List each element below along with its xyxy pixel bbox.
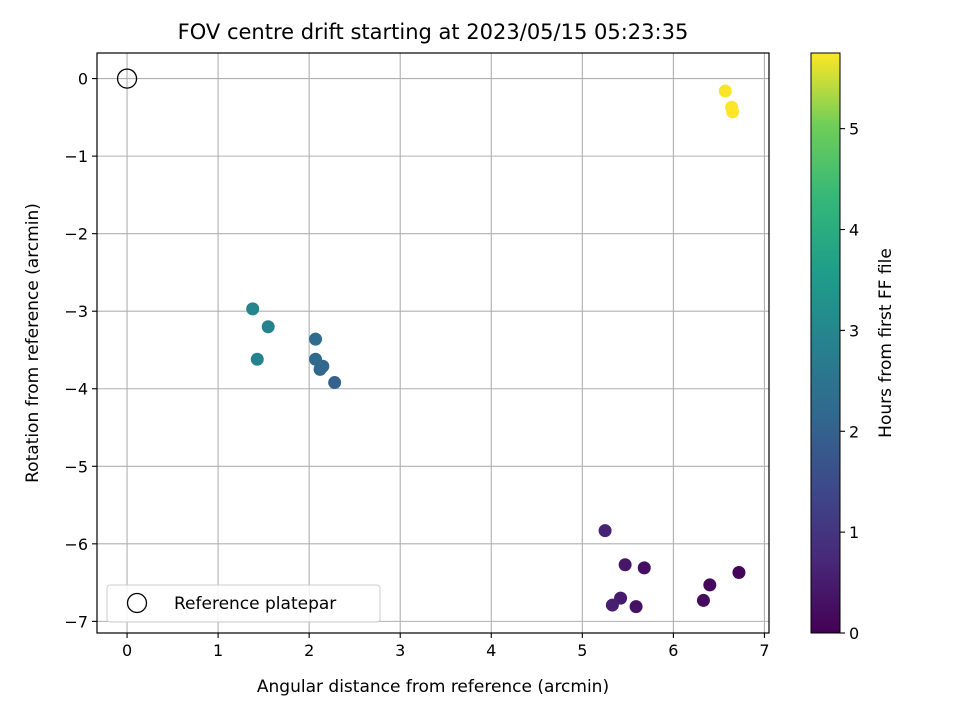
data-points (116, 68, 746, 614)
data-point (726, 105, 740, 119)
x-tick-label: 4 (486, 641, 496, 660)
x-tick-label: 5 (577, 641, 587, 660)
colorbar-tick-label: 2 (849, 422, 859, 441)
y-tick-label: −1 (64, 147, 88, 166)
colorbar-tick-label: 5 (849, 120, 859, 139)
y-tick-label: −6 (64, 535, 88, 554)
data-point (732, 566, 746, 580)
colorbar: 0 1 2 3 4 5 Hours from first FF file (810, 52, 896, 643)
y-axis-ticks: 0 −1 −2 −3 −4 −5 −6 −7 (64, 70, 97, 631)
y-tick-label: −4 (64, 380, 88, 399)
y-tick-label: −7 (64, 612, 88, 631)
data-point (629, 600, 643, 614)
x-tick-label: 7 (759, 641, 769, 660)
grid (97, 53, 769, 633)
colorbar-tick-label: 1 (849, 523, 859, 542)
colorbar-tick-label: 3 (849, 321, 859, 340)
data-point (328, 376, 342, 390)
legend-box (106, 584, 381, 623)
colorbar-ticks: 0 1 2 3 4 5 (840, 120, 859, 643)
colorbar-tick-label: 0 (849, 624, 859, 643)
legend-marker-reference (126, 592, 148, 614)
x-tick-label: 2 (304, 641, 314, 660)
data-point (637, 561, 651, 575)
x-tick-label: 3 (395, 641, 405, 660)
y-tick-label: −5 (64, 457, 88, 476)
legend: Reference platepar (106, 584, 381, 623)
data-point (703, 578, 717, 592)
chart-title: FOV centre drift starting at 2023/05/15 … (178, 20, 689, 44)
y-tick-label: 0 (78, 70, 88, 89)
x-tick-label: 6 (668, 641, 678, 660)
data-point (605, 598, 619, 612)
colorbar-gradient (810, 52, 841, 634)
colorbar-tick-label: 4 (849, 221, 859, 240)
y-axis-label: Rotation from reference (arcmin) (23, 203, 43, 483)
data-point (261, 320, 275, 334)
data-point (313, 362, 327, 376)
data-point (598, 524, 612, 538)
legend-entry-reference: Reference platepar (174, 594, 336, 614)
x-axis-ticks: 0 1 2 3 4 5 6 7 (122, 633, 770, 660)
x-tick-label: 1 (213, 641, 223, 660)
data-point (696, 593, 710, 607)
reference-point-marker (116, 68, 138, 89)
y-tick-label: −2 (64, 225, 88, 244)
x-axis-label: Angular distance from reference (arcmin) (257, 677, 609, 697)
data-point (309, 332, 323, 346)
y-tick-label: −3 (64, 302, 88, 321)
data-point (250, 352, 264, 366)
colorbar-label: Hours from first FF file (876, 248, 896, 438)
data-point (246, 302, 260, 316)
data-point (718, 84, 732, 98)
data-point (618, 558, 632, 572)
plot-area-frame (96, 52, 770, 634)
data-point (309, 352, 323, 366)
x-tick-label: 0 (122, 641, 132, 660)
